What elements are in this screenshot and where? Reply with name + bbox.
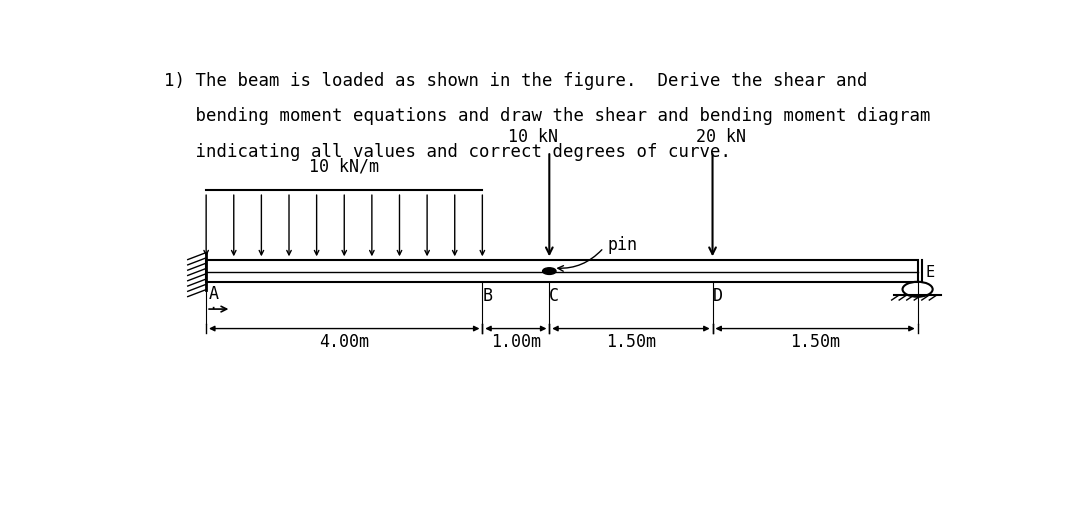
Text: pin: pin: [608, 235, 638, 254]
Text: .: .: [211, 294, 216, 313]
Text: B: B: [483, 286, 492, 304]
Text: 10 kN/m: 10 kN/m: [309, 158, 379, 175]
Text: D: D: [713, 286, 723, 304]
Text: C: C: [550, 286, 559, 304]
Text: A: A: [208, 284, 218, 302]
Text: 1) The beam is loaded as shown in the figure.  Derive the shear and: 1) The beam is loaded as shown in the fi…: [164, 72, 868, 90]
Text: 20 kN: 20 kN: [696, 128, 746, 146]
Bar: [206, 261, 918, 282]
Text: 4.00m: 4.00m: [320, 333, 369, 351]
Text: indicating all values and correct degrees of curve.: indicating all values and correct degree…: [164, 142, 731, 160]
Text: E: E: [926, 264, 935, 279]
Text: bending moment equations and draw the shear and bending moment diagram: bending moment equations and draw the sh…: [164, 107, 931, 125]
Text: 10 kN: 10 kN: [508, 128, 557, 146]
Text: 1.50m: 1.50m: [606, 333, 656, 351]
Ellipse shape: [542, 268, 556, 275]
Text: 1.50m: 1.50m: [791, 333, 840, 351]
Text: 1.00m: 1.00m: [490, 333, 541, 351]
